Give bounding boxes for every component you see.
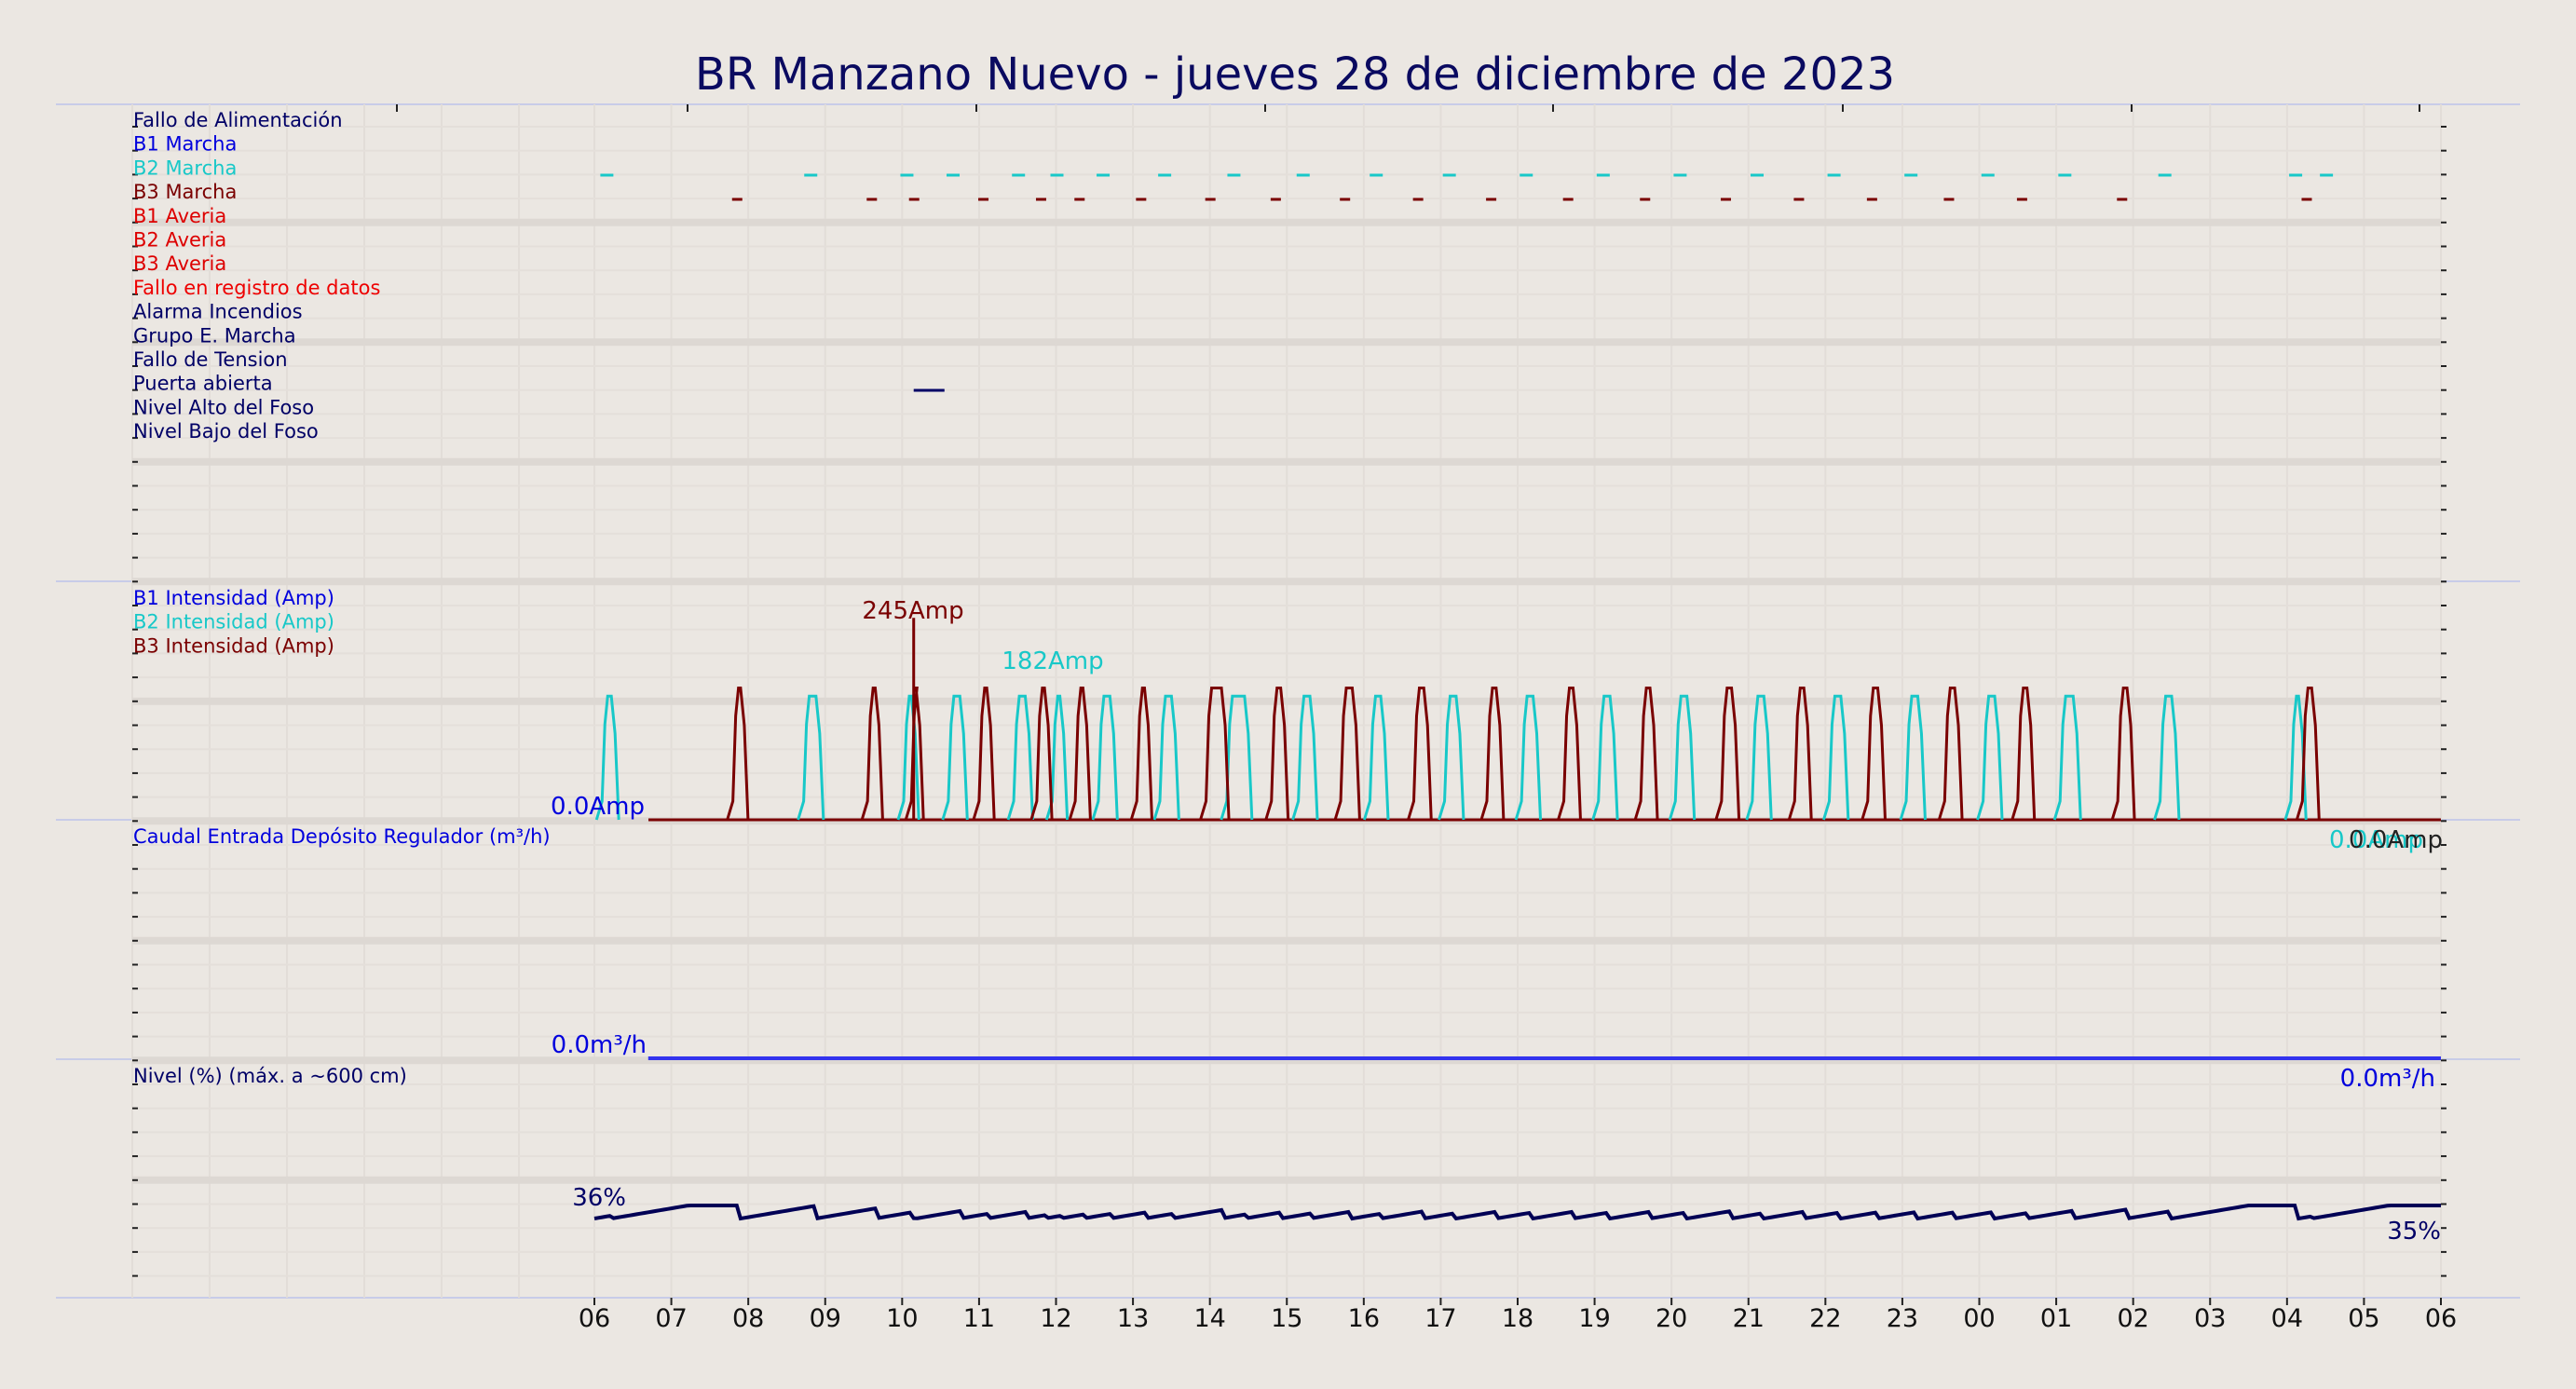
flow-label: Caudal Entrada Depósito Regulador (m³/h) xyxy=(133,825,551,848)
intensity-series xyxy=(594,694,2308,821)
signal-label: B3 Marcha xyxy=(133,181,237,203)
x-tick-label: 11 xyxy=(963,1304,995,1333)
x-tick-label: 01 xyxy=(2040,1304,2072,1333)
intensity-legend: B3 Intensidad (Amp) xyxy=(133,634,334,657)
level-end-label: 35% xyxy=(2387,1218,2441,1246)
b3-max-label: 245Amp xyxy=(862,597,963,625)
x-tick-label: 18 xyxy=(1502,1304,1533,1333)
x-axis: 06 07 08 09 10 11 12 13 14 15 16 17 18 19 20 21 22 23 00 01… xyxy=(579,1298,2457,1333)
signal-label: Fallo en registro de datos xyxy=(133,277,380,299)
x-tick-label: 09 xyxy=(810,1304,841,1333)
intensity-legend: B2 Intensidad (Amp) xyxy=(133,611,334,633)
x-tick-label: 20 xyxy=(1656,1304,1687,1333)
signal-label: Puerta abierta xyxy=(133,373,273,395)
flow-plot: Caudal Entrada Depósito Regulador (m³/h)… xyxy=(133,825,2441,1093)
intensity-end-label: 0.0Amp xyxy=(2349,826,2443,854)
signal-label: B1 Marcha xyxy=(133,133,237,156)
flow-start-label: 0.0m³/h xyxy=(552,1031,647,1059)
b2-max-label: 182Amp xyxy=(1002,647,1103,675)
signal-label: B2 Averia xyxy=(133,229,226,252)
chart-title: BR Manzano Nuevo - jueves 28 de diciembr… xyxy=(695,48,1895,101)
level-label: Nivel (%) (máx. a ~600 cm) xyxy=(133,1065,407,1087)
x-tick-label: 14 xyxy=(1193,1304,1225,1333)
flow-end-label: 0.0m³/h xyxy=(2340,1065,2435,1093)
x-tick-label: 17 xyxy=(1424,1304,1456,1333)
signal-label: Fallo de Alimentación xyxy=(133,109,343,131)
intensity-plot: B1 Intensidad (Amp)B2 Intensidad (Amp)B3… xyxy=(133,587,2443,854)
digital-signals xyxy=(600,173,2334,392)
x-tick-label: 06 xyxy=(579,1304,610,1333)
signal-label: B2 Marcha xyxy=(133,157,237,179)
x-tick-label: 15 xyxy=(1271,1304,1302,1333)
x-tick-label: 08 xyxy=(732,1304,764,1333)
x-tick-label: 22 xyxy=(1809,1304,1841,1333)
intensity-start-label: 0.0Amp xyxy=(551,793,645,821)
signal-label: Nivel Bajo del Foso xyxy=(133,420,319,443)
level-start-label: 36% xyxy=(572,1184,626,1212)
intensity-legend: B1 Intensidad (Amp) xyxy=(133,587,334,609)
b2-end-label: 0.0Amp xyxy=(2329,826,2423,854)
intensity-series xyxy=(726,686,2321,821)
x-tick-label: 21 xyxy=(1733,1304,1765,1333)
signal-label: Alarma Incendios xyxy=(133,301,303,323)
x-tick-label: 02 xyxy=(2117,1304,2148,1333)
signal-label: B1 Averia xyxy=(133,205,226,227)
level-plot: Nivel (%) (máx. a ~600 cm) 36% 35% xyxy=(133,1065,2441,1246)
signal-label: Grupo E. Marcha xyxy=(133,324,296,347)
signal-label: Nivel Alto del Foso xyxy=(133,396,314,418)
x-tick-label: 13 xyxy=(1117,1304,1149,1333)
signal-label: Fallo de Tension xyxy=(133,348,288,371)
x-tick-label: 05 xyxy=(2348,1304,2379,1333)
x-tick-label: 23 xyxy=(1887,1304,1918,1333)
signal-label: B3 Averia xyxy=(133,252,226,275)
level-line xyxy=(593,1204,2441,1221)
x-tick-label: 06 xyxy=(2425,1304,2457,1333)
x-tick-label: 10 xyxy=(886,1304,918,1333)
x-tick-label: 04 xyxy=(2271,1304,2303,1333)
x-tick-label: 03 xyxy=(2194,1304,2226,1333)
grid xyxy=(56,103,2520,1299)
x-tick-label: 12 xyxy=(1040,1304,1071,1333)
x-tick-label: 16 xyxy=(1348,1304,1380,1333)
x-tick-label: 19 xyxy=(1578,1304,1610,1333)
x-tick-label: 07 xyxy=(655,1304,687,1333)
x-tick-label: 00 xyxy=(1963,1304,1995,1333)
